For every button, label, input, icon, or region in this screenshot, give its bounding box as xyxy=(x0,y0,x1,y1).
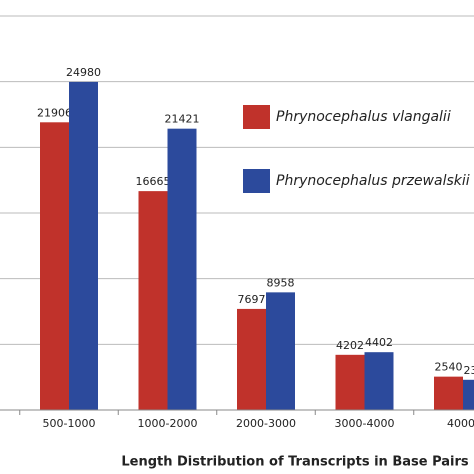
x-tick-label: 4000- xyxy=(447,417,474,430)
bar xyxy=(40,122,69,410)
bar xyxy=(167,128,197,410)
legend-swatch xyxy=(243,169,270,193)
x-tick-label: 2000-3000 xyxy=(236,417,296,430)
bar xyxy=(266,292,295,410)
bar xyxy=(364,352,394,410)
bar xyxy=(434,376,463,410)
bar xyxy=(237,308,266,410)
value-label: 21421 xyxy=(165,113,200,126)
value-label: 24980 xyxy=(66,66,101,79)
bar xyxy=(335,354,365,410)
bar xyxy=(463,379,474,410)
bar xyxy=(138,191,168,410)
value-label: 4402 xyxy=(365,336,393,349)
value-label: 2540 xyxy=(435,361,463,374)
value-label: 2300 xyxy=(464,364,474,377)
legend-swatch xyxy=(243,105,270,129)
value-label: 16665 xyxy=(136,175,171,188)
bar xyxy=(69,81,98,411)
value-label: 4202 xyxy=(336,339,364,352)
x-tick-label: 1000-2000 xyxy=(138,417,198,430)
value-label: 8958 xyxy=(267,276,295,289)
chart-title: Length Distribution of Transcripts in Ba… xyxy=(121,455,469,470)
value-label: 7697 xyxy=(238,293,266,306)
legend-label: Phrynocephalus vlangalii xyxy=(276,109,451,125)
legend-label: Phrynocephalus przewalskii xyxy=(276,173,470,189)
x-tick-label: 3000-4000 xyxy=(335,417,395,430)
x-tick-label: 500-1000 xyxy=(43,417,96,430)
value-label: 21906 xyxy=(37,106,72,119)
